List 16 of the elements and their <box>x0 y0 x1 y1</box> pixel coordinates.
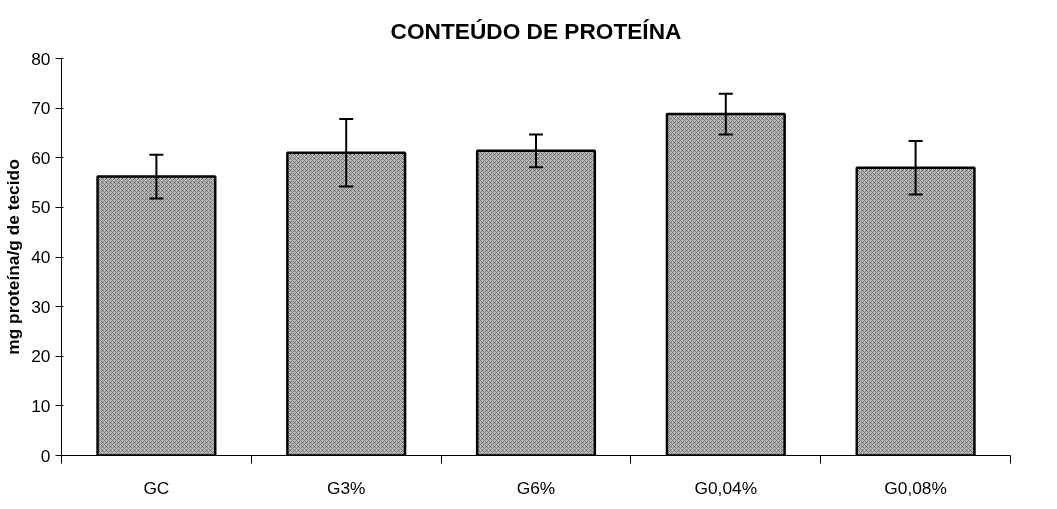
y-tick-label: 20 <box>31 346 51 367</box>
y-tick-label: 80 <box>31 48 51 69</box>
y-tick-label: 0 <box>40 445 51 466</box>
x-tick-label: G6% <box>516 477 556 498</box>
x-tick-label: G3% <box>326 477 366 498</box>
x-tick-label: G0,04% <box>694 477 758 498</box>
y-tick-label: 70 <box>31 98 51 119</box>
y-tick-label: 10 <box>31 395 51 416</box>
y-tick-label: 30 <box>31 296 51 317</box>
y-tick-label: 50 <box>31 197 51 218</box>
chart-title: CONTEÚDO DE PROTEÍNA <box>390 17 682 44</box>
y-axis-title: mg proteína/g de tecido <box>3 159 24 355</box>
x-tick-label: G0,08% <box>884 477 947 498</box>
y-tick-label: 60 <box>31 147 51 168</box>
x-tick-label: GC <box>143 477 170 498</box>
y-tick-label: 40 <box>31 247 51 267</box>
